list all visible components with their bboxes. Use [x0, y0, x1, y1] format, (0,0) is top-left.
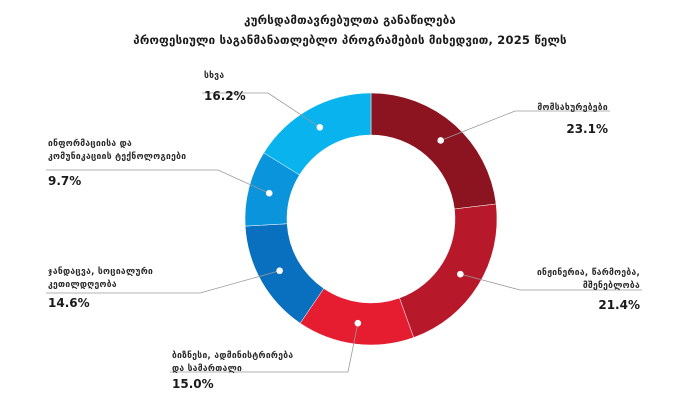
donut-slice-0 — [371, 93, 496, 209]
slice-label-2-1: და სამართალი — [172, 363, 242, 374]
leader-dot-5 — [317, 124, 324, 131]
slice-label-0-0: მომსახურებები — [537, 102, 608, 113]
slice-label-4-0: ინფორმაციისა და — [48, 138, 132, 149]
slice-value-3: 14.6% — [48, 296, 90, 310]
slice-label-1-0: ინჟინერია, წარმოება, — [537, 267, 640, 278]
slice-label-3-0: ჯანდაცვა, სოციალური — [48, 266, 153, 277]
slice-label-1-1: მშენებლობა — [583, 281, 640, 291]
slice-value-0: 23.1% — [566, 122, 608, 136]
slice-value-5: 16.2% — [204, 89, 246, 103]
donut-slice-5 — [264, 93, 371, 175]
donut-slice-1 — [399, 204, 497, 338]
slice-value-4: 9.7% — [48, 174, 81, 188]
slice-label-3-1: კეთილდღეობა — [48, 280, 117, 290]
leader-dot-2 — [355, 320, 362, 327]
slice-label-2-0: ბიზნესი, ადმინისტრირება — [172, 350, 293, 361]
leader-dot-0 — [437, 137, 444, 144]
slice-value-1: 21.4% — [598, 298, 640, 312]
slice-label-4-1: კომუნიკაციის ტექნოლოგიები — [48, 152, 186, 162]
leader-dot-3 — [276, 267, 283, 274]
leader-dot-1 — [457, 271, 464, 278]
leader-dot-4 — [266, 190, 273, 197]
slice-value-2: 15.0% — [172, 377, 214, 391]
slice-label-5-0: სხვა — [204, 71, 224, 81]
